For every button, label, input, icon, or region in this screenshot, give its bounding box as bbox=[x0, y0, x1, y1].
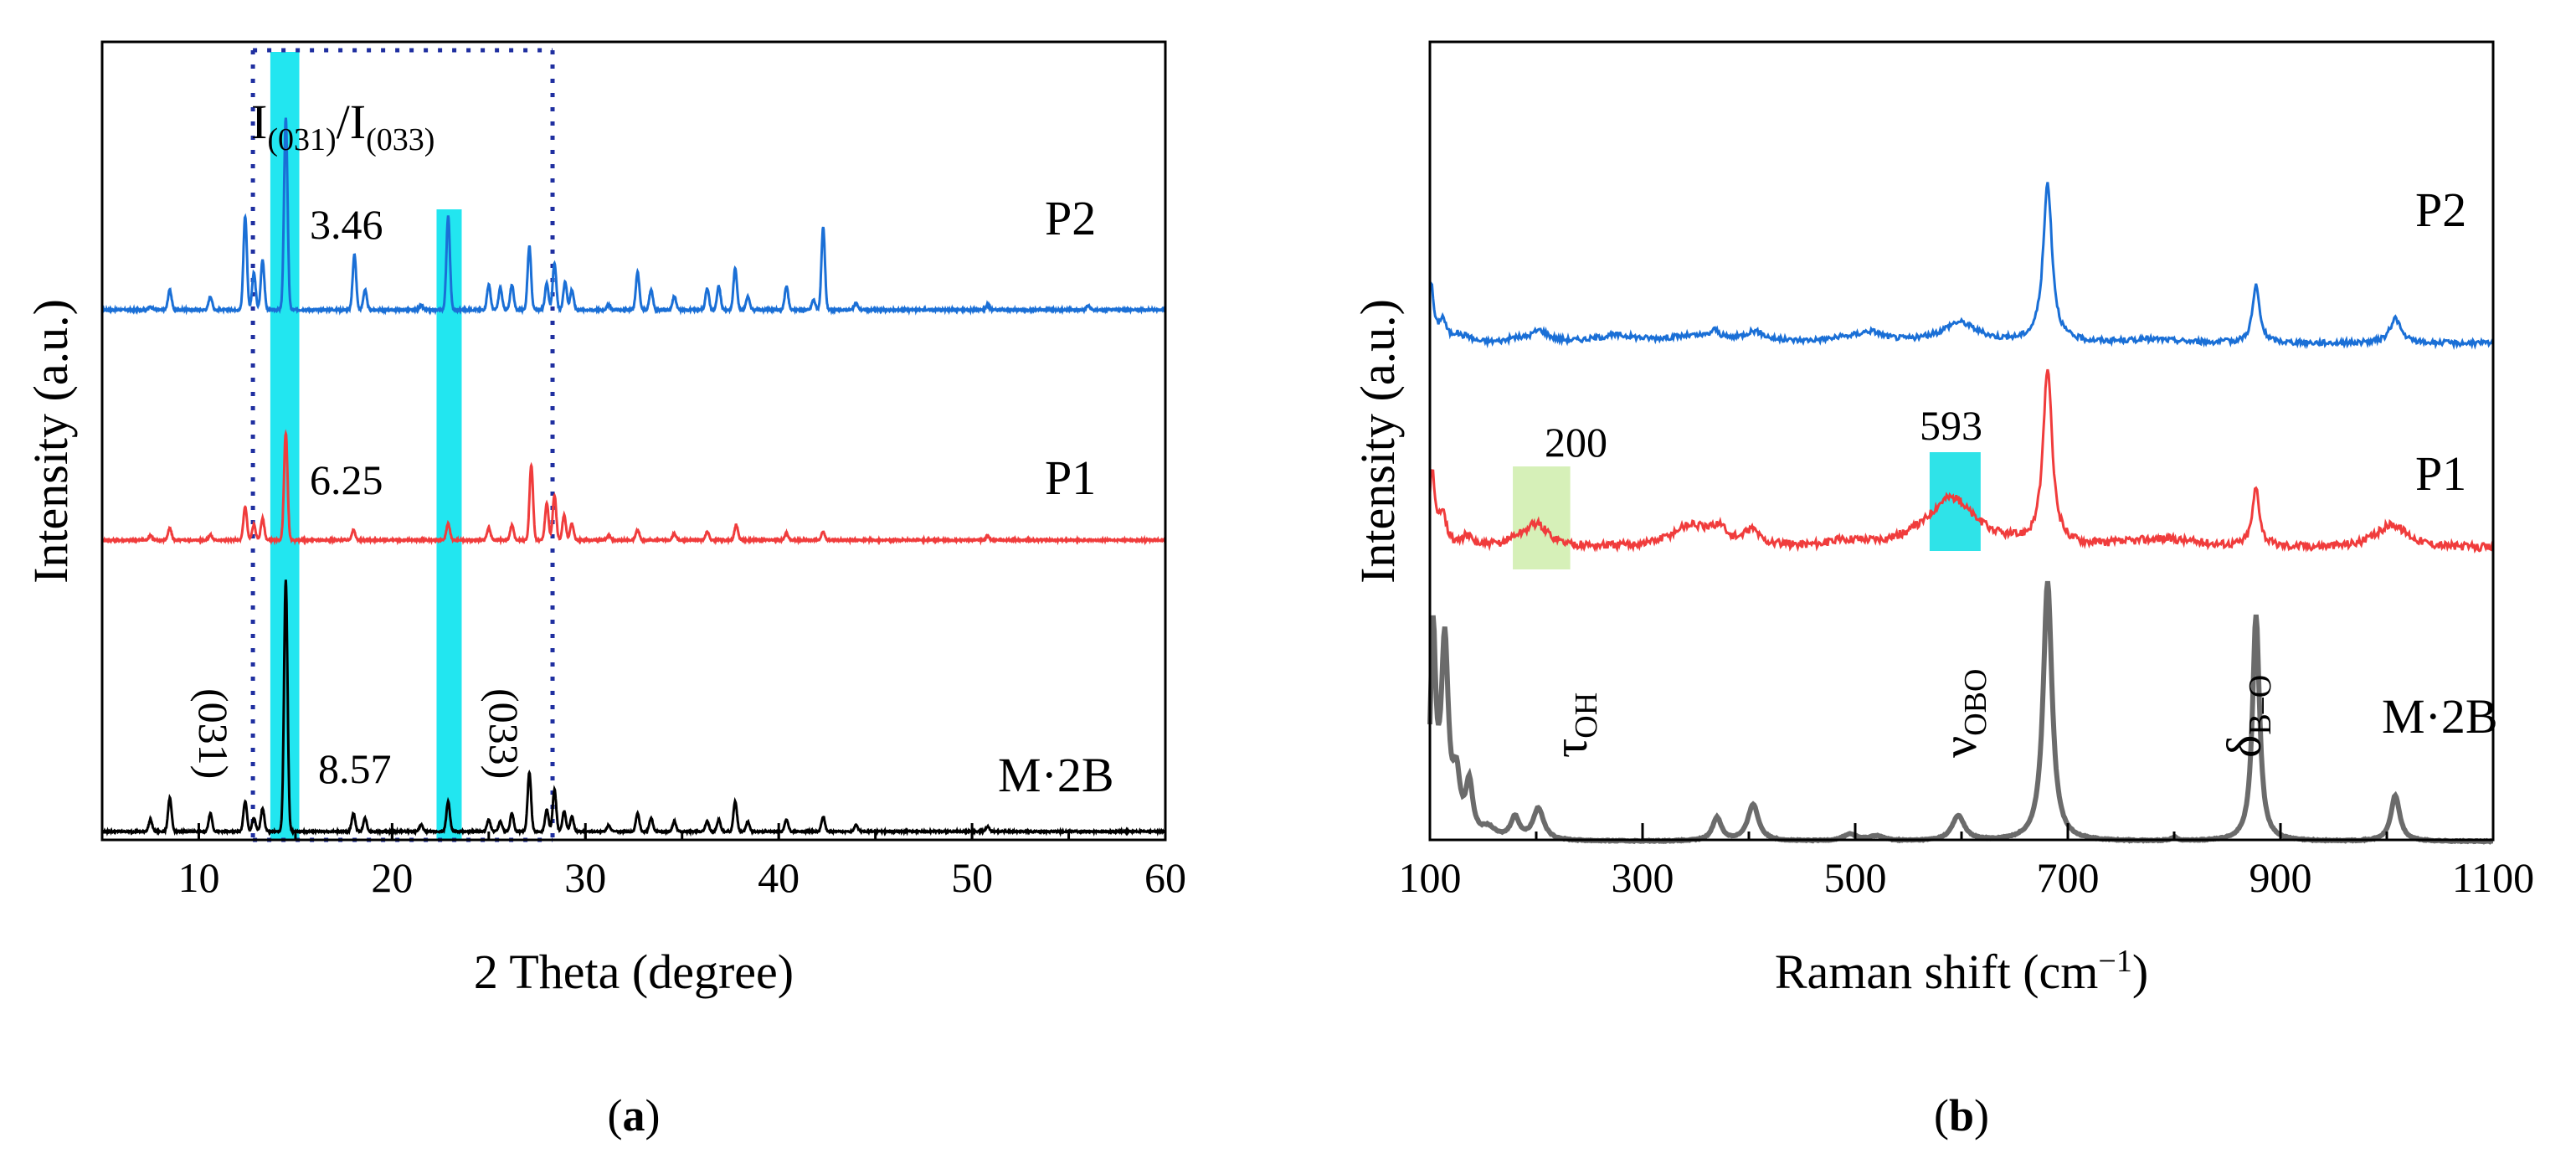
ratio-value-p2: 3.46 bbox=[310, 201, 383, 248]
panel-a-xrd-chart: 10 20 30 40 50 60 I(031)/I(033) 3.46 6.25 8.5… bbox=[23, 40, 1186, 1141]
a-tick-label: 30 bbox=[564, 854, 606, 901]
series-label-p2: P2 bbox=[2415, 183, 2466, 237]
b-tick-label: 500 bbox=[1824, 854, 1887, 901]
x-axis-label: Raman shift (cm−1) bbox=[1775, 944, 2148, 999]
a-tick-label: 20 bbox=[371, 854, 413, 901]
a-tick-label: 10 bbox=[177, 854, 219, 901]
x-ticks: 10 20 30 40 50 60 bbox=[100, 823, 1186, 901]
a-tick-label: 50 bbox=[951, 854, 993, 901]
x-axis-label: 2 Theta (degree) bbox=[474, 945, 794, 999]
series-label-p1: P1 bbox=[2415, 446, 2466, 501]
ratio-value-m2b: 8.57 bbox=[318, 745, 392, 792]
peak-label-033: (033) bbox=[481, 688, 527, 779]
x-ticks: 100 300 500 700 900 1100 bbox=[1399, 823, 2534, 901]
mode-label-tau-oh: τOH bbox=[1543, 693, 1604, 758]
series-lines bbox=[100, 117, 1166, 837]
dotted-guide-box bbox=[250, 48, 555, 842]
series-label-p1: P1 bbox=[1045, 451, 1096, 505]
b-tick-label: 100 bbox=[1399, 854, 1462, 901]
ratio-label: I(031)/I(033) bbox=[251, 95, 434, 157]
ratio-value-p1: 6.25 bbox=[310, 456, 383, 503]
series-line-P1 bbox=[100, 429, 1166, 546]
mode-label-nu-obo: νOBO bbox=[1932, 669, 1993, 758]
a-tick-label: 60 bbox=[1144, 854, 1186, 901]
series-line-P2 bbox=[101, 117, 1166, 317]
series-label-m2b: M·2B bbox=[2382, 689, 2498, 744]
mode-label-delta-bo: δB–O bbox=[2217, 675, 2278, 758]
panel-label-b: (b) bbox=[1934, 1090, 1989, 1141]
peak-highlight-200 bbox=[1513, 466, 1571, 569]
peak-label-031: (031) bbox=[190, 688, 237, 779]
series-label-m2b: M·2B bbox=[998, 748, 1114, 802]
series-line-P2 bbox=[1428, 182, 2495, 351]
series-label-p2: P2 bbox=[1045, 191, 1096, 245]
panel-label-a: (a) bbox=[608, 1090, 661, 1141]
y-axis-label: Intensity (a.u.) bbox=[1350, 299, 1405, 584]
b-tick-label: 300 bbox=[1612, 854, 1674, 901]
peak-callout-200: 200 bbox=[1545, 419, 1607, 466]
b-tick-label: 900 bbox=[2250, 854, 2312, 901]
a-tick-label: 40 bbox=[758, 854, 800, 901]
b-tick-label: 1100 bbox=[2452, 854, 2534, 901]
highlight-bands bbox=[1513, 452, 1981, 569]
series-line-P1 bbox=[1428, 368, 2495, 554]
series-line-M·2B bbox=[100, 579, 1166, 837]
y-axis-label: Intensity (a.u.) bbox=[23, 299, 78, 584]
peak-callout-593: 593 bbox=[1920, 402, 1982, 449]
highlight-bands bbox=[270, 52, 462, 840]
panel-b-raman-chart: 100 300 500 700 900 1100 200 593 P2 P1 M·2B τ… bbox=[1350, 40, 2534, 1141]
plot-frame bbox=[100, 40, 1167, 842]
b-tick-label: 700 bbox=[2037, 854, 2100, 901]
